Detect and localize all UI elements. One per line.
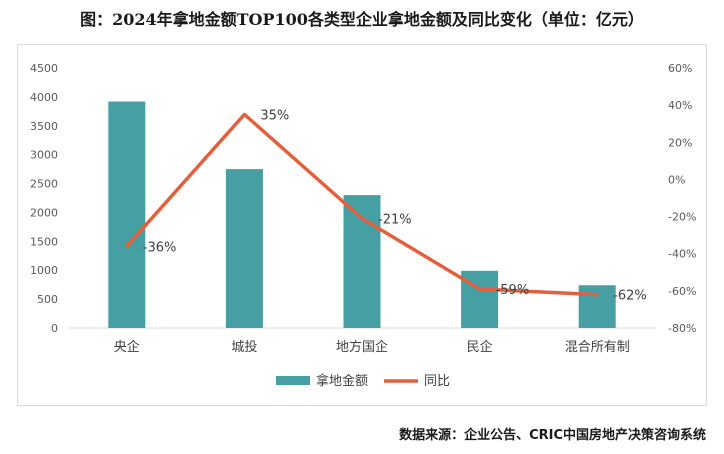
line-data-label: -21% (378, 212, 412, 227)
y-left-tick-label: 4500 (30, 62, 58, 75)
y-right-tick-label: 0% (668, 173, 685, 186)
y-right-tick-label: -20% (668, 211, 696, 224)
y-left-tick-label: 500 (37, 293, 58, 306)
y-right-tick-label: -60% (668, 285, 696, 298)
line-series-yoy (125, 112, 599, 297)
y-left-tick-label: 3500 (30, 120, 58, 133)
line-data-label: -62% (613, 289, 647, 304)
legend-swatch-bar (276, 376, 310, 385)
bar (225, 169, 263, 328)
data-source: 数据来源：企业公告、CRIC中国房地产决策咨询系统 (399, 428, 706, 443)
y-left-tick-label: 4000 (30, 91, 58, 104)
y-right-tick-label: 40% (668, 99, 692, 112)
x-tick-label: 地方国企 (336, 339, 388, 355)
y-right-tick-label: -80% (668, 322, 696, 335)
y-left-tick-label: 2500 (30, 178, 58, 191)
line-data-label: -36% (143, 240, 177, 255)
x-tick-label: 城投 (231, 339, 257, 355)
legend-label-line: 同比 (424, 374, 450, 389)
y-left-tick-label: 3000 (30, 149, 58, 162)
y-right-tick-label: 60% (668, 62, 692, 75)
line-data-label: -59% (496, 283, 530, 298)
y-right-tick-label: 20% (668, 136, 692, 149)
chart-title: 图：2024年拿地金额TOP100各类型企业拿地金额及同比变化（单位：亿元） (80, 10, 644, 29)
y-left-tick-label: 2000 (30, 206, 58, 219)
bar (343, 195, 381, 328)
bar (578, 285, 616, 328)
legend-label-bar: 拿地金额 (316, 373, 368, 389)
y-left-tick-label: 1000 (30, 264, 58, 277)
chart-frame (17, 44, 707, 406)
y-right-tick-label: -40% (668, 248, 696, 261)
y-left-tick-label: 1500 (30, 235, 58, 248)
bar (108, 101, 146, 328)
x-tick-label: 混合所有制 (565, 340, 630, 355)
x-tick-label: 民企 (467, 339, 493, 355)
line-data-label: 35% (260, 108, 289, 123)
x-tick-label: 央企 (114, 339, 140, 355)
y-left-tick-label: 0 (51, 322, 58, 335)
